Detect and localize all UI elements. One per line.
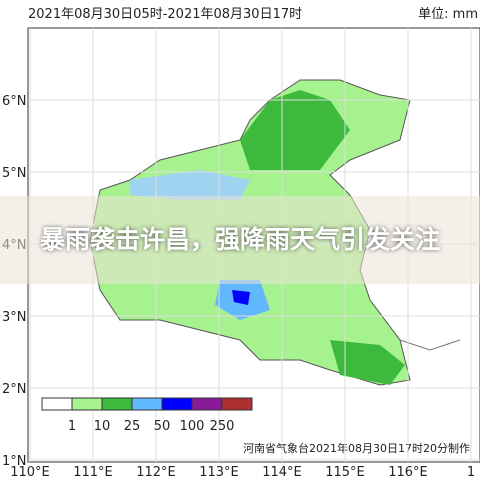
unit: 单位: mm: [418, 7, 478, 22]
legend-swatch: [191, 397, 223, 411]
legend-label: 50: [154, 419, 171, 434]
lat-label: 2°N: [2, 382, 27, 397]
lon-label: 110°E: [10, 465, 50, 480]
credit: 河南省气象台2021年08月30日17时20分制作: [243, 441, 470, 455]
lon-label: 1: [467, 465, 475, 480]
legend-label: 10: [94, 419, 111, 434]
lon-label: 111°E: [73, 465, 113, 480]
lat-label: 3°N: [2, 310, 27, 325]
lon-label: 113°E: [199, 465, 239, 480]
rain-area: [130, 170, 250, 200]
lon-label: 112°E: [136, 465, 176, 480]
headline: 暴雨袭击许昌，强降雨天气引发关注: [40, 225, 441, 254]
lat-label: 6°N: [2, 94, 27, 109]
heavy-rain-area: [330, 340, 405, 385]
lon-label: 116°E: [388, 465, 428, 480]
legend-label: 25: [124, 419, 141, 434]
legend-swatch: [131, 397, 163, 411]
legend-swatch: [101, 397, 133, 411]
legend-label: 250: [210, 419, 235, 434]
legend-swatch: [161, 397, 193, 411]
legend-swatch: [221, 397, 253, 411]
legend-label: 1: [68, 419, 76, 434]
time-range: 2021年08月30日05时-2021年08月30日17时: [28, 7, 302, 22]
legend-swatch: [71, 397, 103, 411]
lon-label: 115°E: [325, 465, 365, 480]
heavy-rain-area: [240, 90, 350, 170]
lat-label: 5°N: [2, 166, 27, 181]
lat-label: 1°N: [2, 454, 27, 469]
legend-label: 100: [180, 419, 205, 434]
storm-area: [232, 290, 250, 305]
legend-swatch: [41, 397, 73, 411]
headline-banner: 暴雨袭击许昌，强降雨天气引发关注: [0, 196, 480, 284]
lon-label: 114°E: [262, 465, 302, 480]
border: [399, 339, 461, 351]
